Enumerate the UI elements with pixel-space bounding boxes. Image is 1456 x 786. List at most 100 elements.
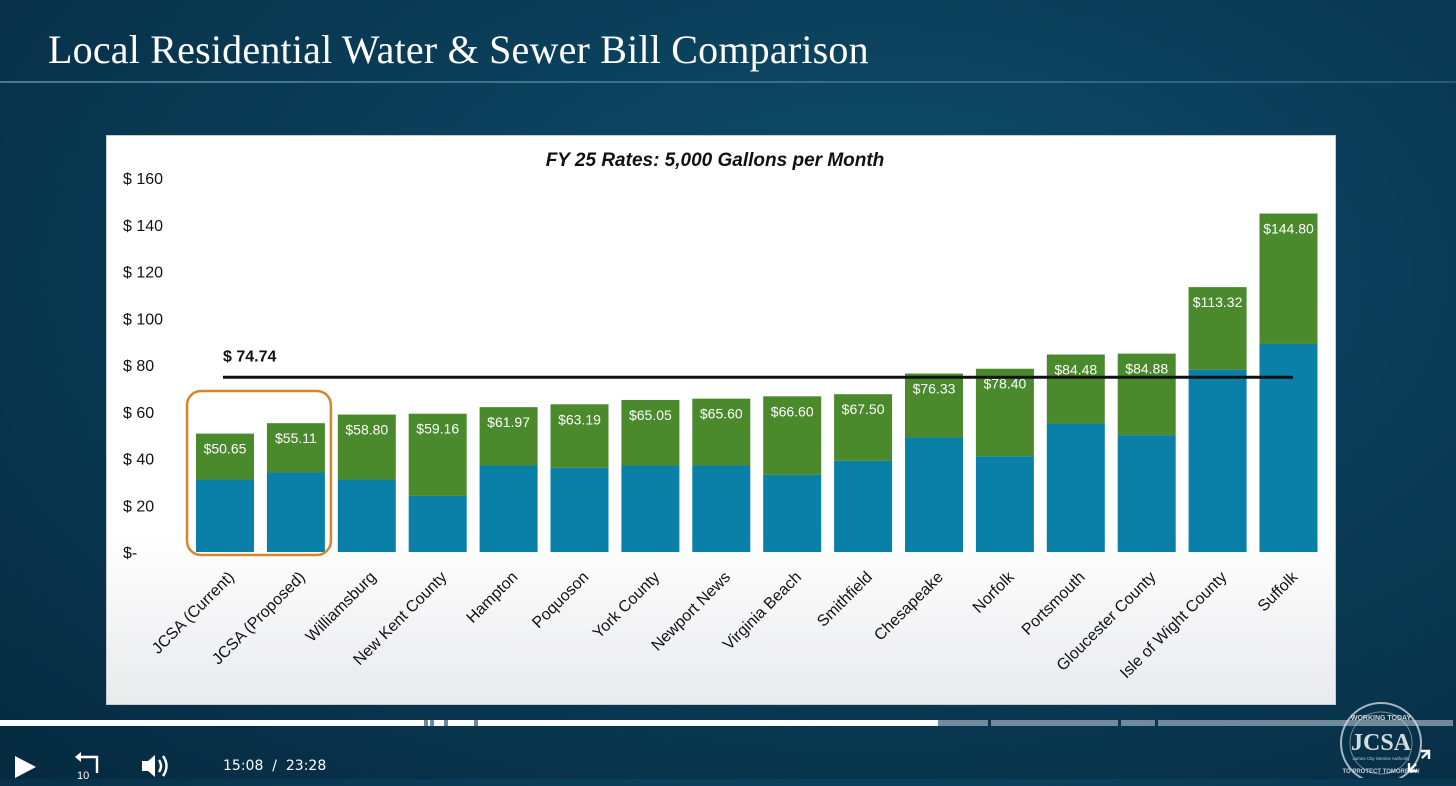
progress-played xyxy=(434,720,444,726)
x-category-label: Norfolk xyxy=(970,568,1019,617)
bar-segment-base xyxy=(975,456,1034,552)
volume-button[interactable] xyxy=(140,752,172,780)
bar-segment-top xyxy=(550,404,609,468)
title-divider xyxy=(0,81,1456,83)
y-tick-label: $ 80 xyxy=(123,358,154,375)
bar-segment-base xyxy=(408,495,467,552)
reference-line-group: $ 74.74 xyxy=(223,348,1293,379)
time-separator: / xyxy=(272,758,277,774)
bar-segment-top xyxy=(692,398,751,466)
bar-segment-top xyxy=(337,414,396,480)
time-total: 23:28 xyxy=(285,758,327,774)
jcsa-highlight-box xyxy=(185,389,333,557)
logo-bottom-text: TO PROTECT TOMORROW xyxy=(1342,769,1419,775)
bar-total-label: $78.40 xyxy=(983,376,1026,392)
bar-segment-top xyxy=(408,413,467,496)
bar-total-label: $144.80 xyxy=(1263,221,1314,237)
chapter-marker xyxy=(1118,720,1121,726)
progress-played xyxy=(448,720,474,726)
fullscreen-button[interactable] xyxy=(1406,748,1432,774)
bar-total-label: $84.48 xyxy=(1054,362,1097,378)
bar-segment-base xyxy=(1259,343,1318,552)
bars-group: $50.65 $55.11 $58.80 $59.16 $61.97 $63.19 $65.… xyxy=(196,213,1318,552)
bar-segment-base xyxy=(266,472,325,552)
x-category-label: Poquoson xyxy=(529,569,592,632)
x-category-label: Smithfield xyxy=(814,569,876,631)
time-current: 15:08 xyxy=(223,758,264,774)
x-category-label: Portsmouth xyxy=(1019,569,1089,639)
bar-segment-base xyxy=(1117,435,1176,552)
y-tick-label: $ 160 xyxy=(123,171,163,188)
bar-segment-top xyxy=(1046,354,1105,424)
y-tick-label: $ 100 xyxy=(123,311,163,328)
time-display: 15:08 / 23:28 xyxy=(223,758,326,774)
bar-segment-top xyxy=(834,394,893,461)
bar-segment-base xyxy=(834,460,893,552)
bar-segment-base xyxy=(550,467,609,552)
progress-bar[interactable] xyxy=(0,720,1456,726)
bar-total-label: $65.60 xyxy=(700,406,743,422)
bar-total-label: $61.97 xyxy=(487,414,530,430)
bar-segment-base xyxy=(1046,423,1105,552)
bar-segment-base xyxy=(692,465,751,552)
y-axis: $- $ 20 $ 40 $ 60 $ 80 $ 100 $ 120 $ 140 $ 160 xyxy=(123,171,163,562)
chart-title: FY 25 Rates: 5,000 Gallons per Month xyxy=(546,150,885,171)
bar-total-label: $63.19 xyxy=(558,411,601,427)
bar-total-label: $67.50 xyxy=(842,401,885,417)
bar-segment-base xyxy=(763,474,822,552)
jcsa-logo: WORKING TODAY JCSA James City Service Au… xyxy=(1338,702,1424,784)
y-tick-label: $ 60 xyxy=(123,405,154,422)
y-tick-label: $ 120 xyxy=(123,265,163,282)
bar-chart: FY 25 Rates: 5,000 Gallons per Month $-$… xyxy=(123,150,1318,682)
bar-segment-base xyxy=(479,465,538,552)
volume-icon xyxy=(142,755,168,777)
logo-main-text: JCSA xyxy=(1351,730,1412,756)
x-category-label: York County xyxy=(590,569,663,642)
chart-panel: FY 25 Rates: 5,000 Gallons per Month $- $… xyxy=(106,135,1336,705)
y-tick-label: $ 40 xyxy=(123,452,154,469)
bar-segment-base xyxy=(621,465,680,552)
y-tick-label: $- xyxy=(123,545,137,562)
rewind-10-button[interactable]: 10 xyxy=(73,751,105,782)
x-category-label: Hampton xyxy=(464,569,522,627)
bar-segment-top xyxy=(905,373,963,438)
bar-total-label: $50.65 xyxy=(204,441,247,457)
progress-played xyxy=(0,720,424,726)
y-tick-label: $ 140 xyxy=(123,218,163,235)
logo-sub-text: James City Service Authority xyxy=(1352,756,1410,761)
bar-segment-top xyxy=(621,399,680,466)
rewind-seconds-label: 10 xyxy=(77,770,89,781)
reference-line-label: $ 74.74 xyxy=(223,348,276,365)
chapter-marker xyxy=(988,720,991,726)
bar-segment-base xyxy=(1188,369,1247,552)
bar-segment-base xyxy=(905,437,963,552)
bar-total-label: $84.88 xyxy=(1125,361,1168,377)
bar-total-label: $76.33 xyxy=(913,381,956,397)
progress-played xyxy=(478,720,938,726)
x-category-label: Chesapeake xyxy=(871,569,947,645)
bar-segment-base xyxy=(196,479,254,552)
video-player-controls: 10 15:08 / 23:28 xyxy=(0,718,1456,782)
bar-segment-top xyxy=(1117,353,1176,436)
bar-segment-top xyxy=(266,423,325,473)
bar-segment-top xyxy=(1259,213,1318,344)
bar-total-label: $66.60 xyxy=(771,403,814,419)
bar-total-label: $55.11 xyxy=(275,430,317,446)
play-icon xyxy=(15,756,36,778)
bar-segment-top xyxy=(975,368,1034,457)
logo-top-text: WORKING TODAY xyxy=(1351,715,1412,722)
slide-title: Local Residential Water & Sewer Bill Com… xyxy=(48,27,869,72)
x-category-label: Williamsburg xyxy=(303,569,380,646)
fullscreen-icon xyxy=(1407,749,1431,773)
bar-segment-top xyxy=(479,407,538,466)
bar-total-label: $65.05 xyxy=(629,407,672,423)
x-category-label: Suffolk xyxy=(1255,568,1302,615)
x-axis-labels: JCSA (Current)JCSA (Proposed)Williamsbur… xyxy=(149,568,1302,682)
bar-segment-top xyxy=(763,396,822,475)
y-tick-label: $ 20 xyxy=(123,498,154,515)
chapter-marker xyxy=(1155,720,1158,726)
bar-segment-base xyxy=(337,479,396,552)
play-button[interactable] xyxy=(12,754,38,780)
bar-total-label: $58.80 xyxy=(345,422,388,438)
progress-played xyxy=(428,720,430,726)
